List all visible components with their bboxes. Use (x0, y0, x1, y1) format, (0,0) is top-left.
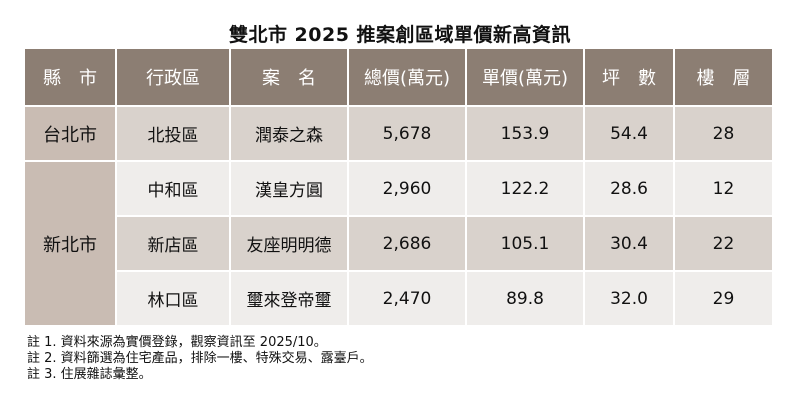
ping-cell: 28.6 (583, 160, 675, 217)
county-cell: 台北市 (23, 105, 117, 162)
table-row: 新北市 中和區 漢皇方圓 2,960 122.2 28.6 12 (23, 160, 774, 327)
district-cell: 中和區 (115, 160, 231, 217)
table-row: 台北市 北投區 潤泰之森 5,678 153.9 54.4 28 (23, 105, 774, 162)
ping-cell: 54.4 (583, 105, 675, 162)
footnote: 註 2. 資料篩選為住宅產品，排除一樓、特殊交易、露臺戶。 (27, 351, 373, 366)
header-total-price: 總價(萬元) (347, 47, 467, 107)
project-cell: 璽來登帝璽 (229, 270, 349, 327)
total-price-cell: 2,470 (347, 270, 467, 327)
unit-price-cell: 122.2 (465, 160, 585, 217)
floors-cell: 28 (673, 105, 774, 162)
table-header-row: 縣 市 行政區 案 名 總價(萬元) 單價(萬元) 坪 數 樓 層 (23, 47, 774, 107)
district-cell: 北投區 (115, 105, 231, 162)
footnote: 註 3. 住展雜誌彙整。 (27, 367, 152, 382)
price-table: 縣 市 行政區 案 名 總價(萬元) 單價(萬元) 坪 數 樓 層 台北市 北投… (23, 47, 774, 327)
floors-cell: 29 (673, 270, 774, 327)
ping-cell: 32.0 (583, 270, 675, 327)
header-unit-price: 單價(萬元) (465, 47, 585, 107)
district-cell: 林口區 (115, 270, 231, 327)
floors-cell: 22 (673, 215, 774, 272)
floors-cell: 12 (673, 160, 774, 217)
header-project: 案 名 (229, 47, 349, 107)
header-ping: 坪 數 (583, 47, 675, 107)
county-cell: 新北市 (23, 160, 117, 327)
unit-price-cell: 153.9 (465, 105, 585, 162)
project-cell: 友座明明德 (229, 215, 349, 272)
total-price-cell: 2,960 (347, 160, 467, 217)
table-row: 林口區 璽來登帝璽 2,470 89.8 32.0 29 (24, 270, 774, 327)
header-county: 縣 市 (23, 47, 117, 107)
footnotes: 註 1. 資料來源為實價登錄，觀察資訊至 2025/10。 註 2. 資料篩選為… (27, 335, 373, 383)
district-cell: 新店區 (115, 215, 231, 272)
unit-price-cell: 89.8 (465, 270, 585, 327)
table-title: 雙北市 2025 推案創區域單價新高資訊 (228, 24, 572, 46)
project-cell: 漢皇方圓 (229, 160, 349, 217)
header-district: 行政區 (115, 47, 231, 107)
ping-cell: 30.4 (583, 215, 675, 272)
total-price-cell: 2,686 (347, 215, 467, 272)
unit-price-cell: 105.1 (465, 215, 585, 272)
project-cell: 潤泰之森 (229, 105, 349, 162)
table-row: 新店區 友座明明德 2,686 105.1 30.4 22 (24, 215, 774, 272)
footnote: 註 1. 資料來源為實價登錄，觀察資訊至 2025/10。 (27, 335, 327, 350)
header-floors: 樓 層 (673, 47, 774, 107)
total-price-cell: 5,678 (347, 105, 467, 162)
